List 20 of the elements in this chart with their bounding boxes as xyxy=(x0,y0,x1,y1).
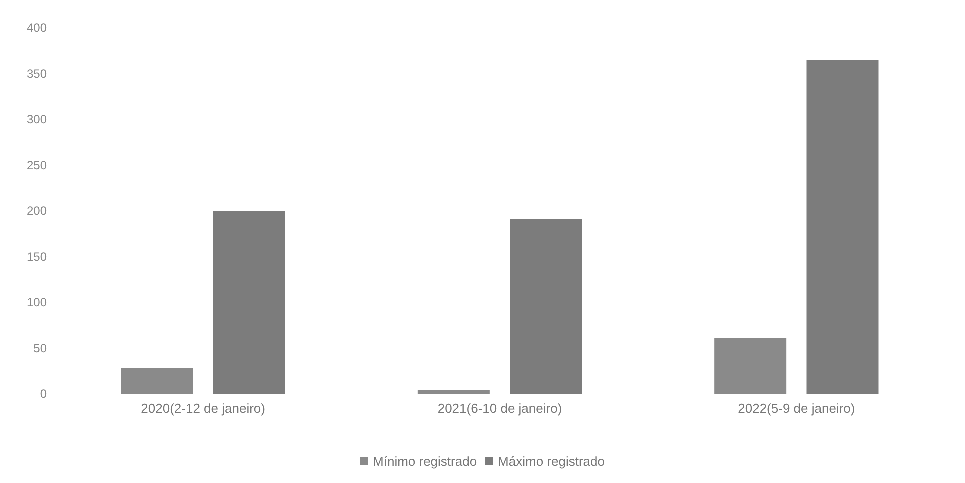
y-tick-label: 100 xyxy=(26,296,48,310)
y-tick-label: 200 xyxy=(26,204,48,218)
y-tick-label: 400 xyxy=(26,21,48,35)
bar xyxy=(418,390,490,394)
x-tick-label: 2021(6-10 de janeiro) xyxy=(438,401,562,416)
bar xyxy=(121,368,194,394)
y-tick-label: 300 xyxy=(26,112,48,126)
y-tick-label: 0 xyxy=(40,387,48,401)
bar xyxy=(510,219,582,394)
x-tick-label: 2020(2-12 de janeiro) xyxy=(141,401,266,416)
bar xyxy=(714,338,787,394)
x-tick-label: 2022(5-9 de janeiro) xyxy=(738,401,856,416)
bar xyxy=(806,60,879,394)
y-tick-label: 150 xyxy=(26,250,48,264)
legend-label: Mínimo registrado xyxy=(373,454,478,469)
y-tick-label: 50 xyxy=(34,341,48,356)
legend-label: Máximo registrado xyxy=(498,454,605,469)
y-tick-label: 250 xyxy=(26,158,48,172)
y-tick-label: 350 xyxy=(26,66,48,81)
bar xyxy=(213,211,286,394)
